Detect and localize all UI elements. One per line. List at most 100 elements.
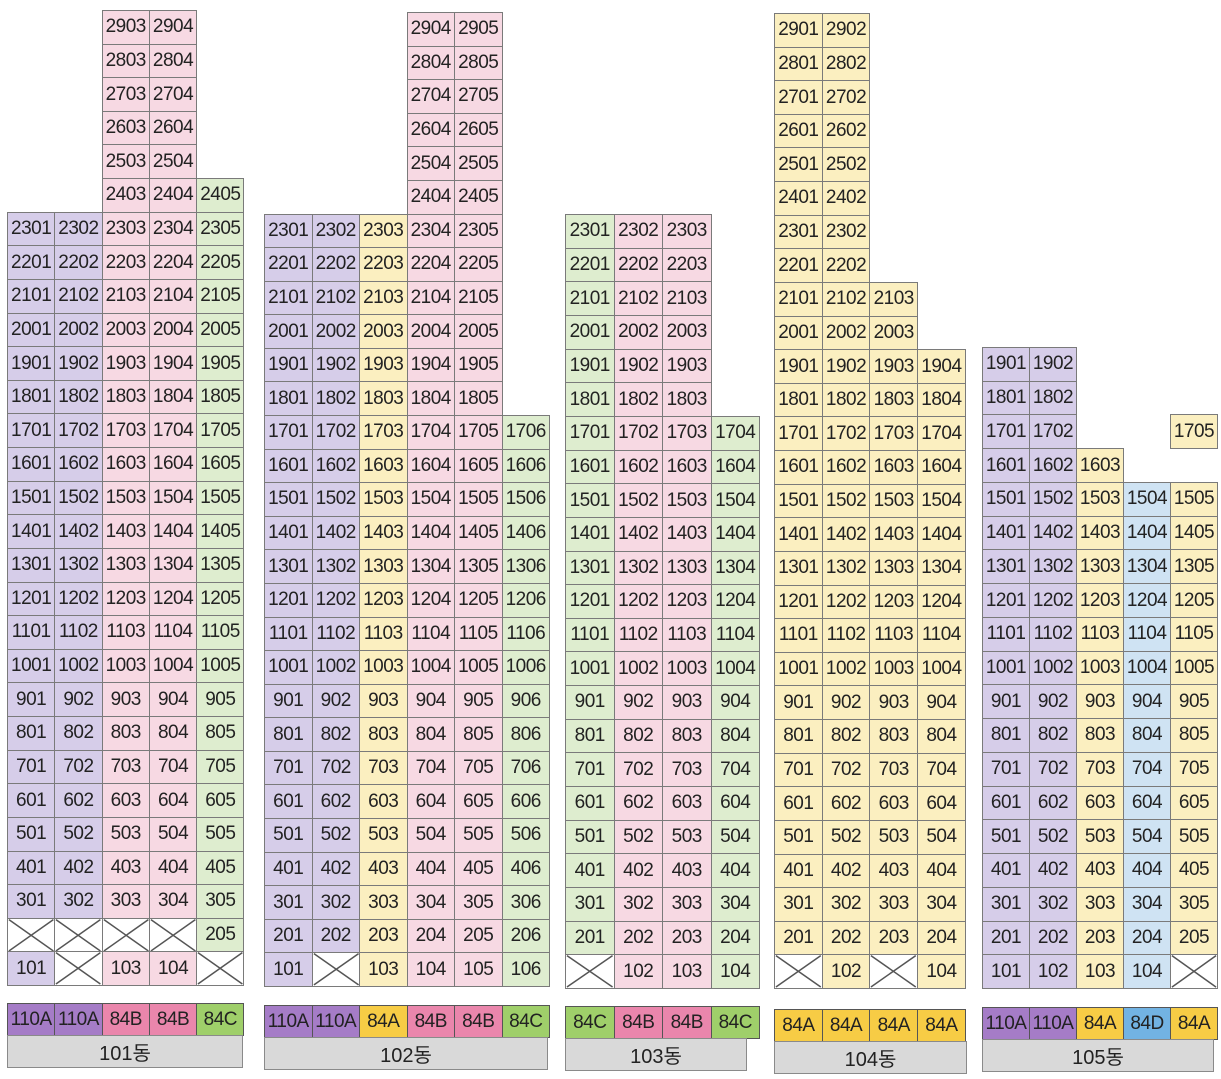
- unit-cell: 2201: [565, 247, 615, 283]
- unit-cell: 202: [1029, 920, 1077, 956]
- unit-cell: 804: [406, 717, 455, 752]
- unit-cell: 2301: [774, 214, 823, 250]
- unit-type-label: 84C: [196, 1003, 245, 1036]
- unit-cell: 501: [7, 816, 56, 852]
- unit-cell: 1003: [869, 651, 919, 687]
- unit-cell: 502: [1029, 819, 1077, 855]
- unit-cell: 1604: [406, 448, 455, 484]
- unit-type-label: 84C: [501, 1005, 550, 1038]
- unit-cell: 1503: [101, 480, 150, 516]
- unit-cell: 404: [1123, 853, 1171, 888]
- unit-cell: 2202: [613, 247, 663, 283]
- unit-cell: 704: [1123, 751, 1171, 787]
- unit-cell: 1505: [196, 480, 245, 516]
- unit-cell: 1802: [54, 379, 103, 415]
- unit-cell: 1603: [101, 447, 150, 482]
- unit-cell: 1805: [454, 381, 503, 417]
- unit-type-label: 84A: [821, 1009, 871, 1042]
- unit-cell: 205: [454, 918, 503, 954]
- unit-cell: 203: [869, 920, 919, 956]
- unit-cell: 1002: [613, 651, 663, 687]
- unit-cell: 404: [406, 851, 455, 887]
- unit-cell: 2303: [662, 214, 712, 249]
- unit-cell: 1005: [1170, 650, 1218, 686]
- unit-cell: 902: [1029, 684, 1077, 720]
- unit-cell: 602: [54, 783, 103, 818]
- unit-type-label: 84A: [869, 1009, 919, 1042]
- unit-cell: 1102: [1029, 616, 1077, 652]
- unit-cell: 1703: [662, 415, 712, 451]
- unit-cell: 1001: [565, 651, 615, 687]
- unit-cell: 1701: [264, 415, 313, 450]
- unit-cell: 2203: [359, 247, 408, 282]
- unit-cell: 705: [454, 750, 503, 786]
- unit-cell: 201: [774, 920, 823, 956]
- unit-cell: 602: [821, 786, 871, 821]
- unit-cell: 405: [1170, 853, 1218, 888]
- unit-type-label: 84A: [1076, 1007, 1124, 1040]
- unit-cell: 1901: [565, 348, 615, 384]
- unit-cell: 1705: [196, 413, 245, 449]
- unit-cell: 2604: [406, 112, 455, 148]
- unit-cell: 303: [359, 885, 408, 920]
- unit-cell: 1201: [774, 584, 823, 620]
- unit-cell: 2302: [311, 213, 360, 249]
- unit-cell: 1202: [54, 581, 103, 617]
- unit-cell: 402: [613, 853, 663, 889]
- unit-cell: 1002: [311, 650, 360, 685]
- unit-cell: 1301: [774, 550, 823, 586]
- unit-cell: 1101: [7, 615, 56, 650]
- unit-cell: 104: [710, 954, 760, 989]
- unit-cell: 1404: [148, 514, 198, 549]
- unit-cell: 1903: [359, 347, 408, 383]
- empty-unit-cell: [869, 954, 919, 989]
- unit-type-label: 84D: [1123, 1007, 1171, 1040]
- unit-cell: 1406: [501, 515, 550, 551]
- unit-cell: 701: [565, 752, 615, 788]
- unit-cell: 1205: [454, 582, 503, 618]
- unit-cell: 105: [454, 952, 503, 987]
- empty-unit-cell: [311, 952, 360, 987]
- unit-cell: 1504: [1123, 481, 1171, 517]
- unit-cell: 1802: [613, 382, 663, 417]
- unit-cell: 802: [1029, 718, 1077, 753]
- unit-cell: 406: [501, 851, 550, 887]
- unit-cell: 102: [821, 954, 871, 989]
- unit-cell: 1105: [454, 616, 503, 652]
- unit-cell: 1202: [311, 582, 360, 618]
- unit-cell: 203: [662, 920, 712, 956]
- unit-cell: 1205: [1170, 583, 1218, 618]
- unit-cell: 1604: [710, 449, 760, 485]
- unit-cell: 504: [1123, 819, 1171, 855]
- unit-cell: 204: [406, 918, 455, 954]
- unit-cell: 1306: [501, 549, 550, 584]
- unit-cell: 2005: [196, 312, 245, 348]
- unit-cell: 802: [311, 717, 360, 752]
- unit-cell: 1303: [359, 549, 408, 584]
- unit-cell: 1605: [196, 447, 245, 482]
- unit-cell: 2001: [264, 314, 313, 349]
- unit-cell: 1404: [1123, 515, 1171, 551]
- unit-cell: 2404: [148, 178, 198, 213]
- unit-cell: 1203: [101, 581, 150, 617]
- unit-cell: 903: [101, 682, 150, 718]
- unit-cell: 2203: [662, 247, 712, 283]
- unit-cell: 1303: [1076, 549, 1124, 585]
- unit-cell: 1405: [454, 515, 503, 551]
- unit-cell: 2405: [454, 179, 503, 215]
- unit-cell: 401: [774, 853, 823, 889]
- unit-cell: 1102: [821, 618, 871, 653]
- unit-cell: 1902: [613, 348, 663, 384]
- unit-cell: 505: [454, 818, 503, 853]
- unit-cell: 106: [501, 952, 550, 987]
- unit-cell: 401: [7, 850, 56, 886]
- unit-cell: 1201: [982, 583, 1030, 618]
- unit-cell: 101: [982, 954, 1030, 989]
- unit-cell: 1302: [311, 549, 360, 584]
- unit-cell: 1402: [54, 514, 103, 549]
- unit-cell: 701: [7, 749, 56, 785]
- unit-cell: 602: [613, 786, 663, 821]
- unit-cell: 2001: [7, 312, 56, 348]
- unit-cell: 2701: [774, 80, 823, 115]
- unit-cell: 1604: [917, 450, 966, 485]
